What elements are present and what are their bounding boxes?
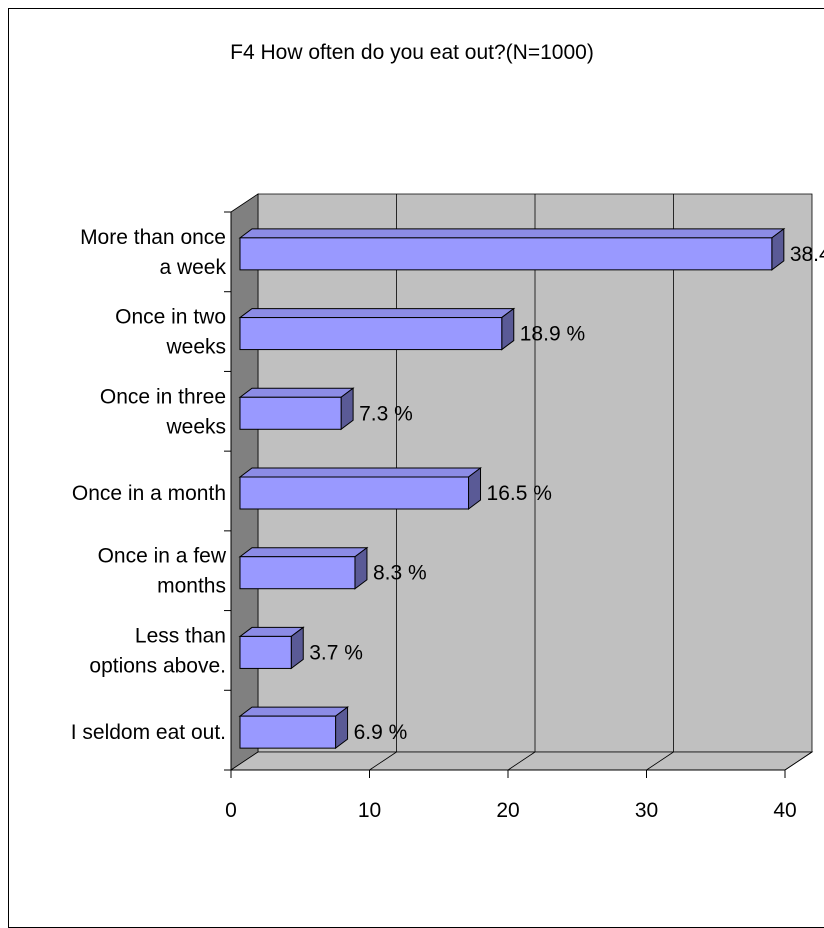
category-label: Once in a few [98, 545, 227, 568]
chart-title: F4 How often do you eat out?(N=1000) [230, 41, 594, 64]
bar-top [238, 228, 786, 239]
floor-gridline [784, 751, 813, 771]
value-label: 7.3 % [359, 402, 413, 425]
bar [239, 556, 356, 590]
category-label: a week [159, 256, 226, 279]
x-tick-label: 20 [496, 799, 519, 822]
bar-top [238, 387, 355, 398]
value-label: 18.9 % [520, 323, 585, 346]
bar [239, 237, 773, 271]
category-label: weeks [165, 336, 226, 359]
category-label: Once in a month [72, 482, 226, 505]
x-tick-label: 30 [635, 799, 658, 822]
category-label: months [157, 575, 226, 598]
bar [239, 396, 342, 430]
value-label: 38.4 % [790, 243, 824, 266]
bar [239, 635, 292, 669]
category-label: I seldom eat out. [71, 721, 226, 744]
bar-top [238, 308, 516, 319]
category-label: More than once [80, 226, 226, 249]
value-label: 6.9 % [354, 721, 408, 744]
x-tick-label: 40 [773, 799, 796, 822]
floor-gridline [507, 751, 536, 771]
bar [239, 476, 470, 510]
value-label: 3.7 % [309, 641, 363, 664]
bar [239, 715, 337, 749]
x-tick-label: 10 [358, 799, 381, 822]
bar-top [238, 706, 350, 717]
category-label: Once in two [115, 306, 226, 329]
category-label: Once in three [100, 385, 226, 408]
x-tick-label: 0 [225, 799, 237, 822]
floor-gridline [369, 751, 397, 771]
category-label: Less than [135, 624, 226, 647]
bar-top [238, 547, 369, 558]
value-label: 8.3 % [373, 562, 427, 585]
bar [239, 317, 503, 351]
category-label: weeks [165, 415, 226, 438]
category-label: options above. [89, 654, 226, 677]
bar-top [238, 467, 483, 478]
floor-gridline [646, 751, 674, 771]
value-label: 16.5 % [487, 482, 552, 505]
